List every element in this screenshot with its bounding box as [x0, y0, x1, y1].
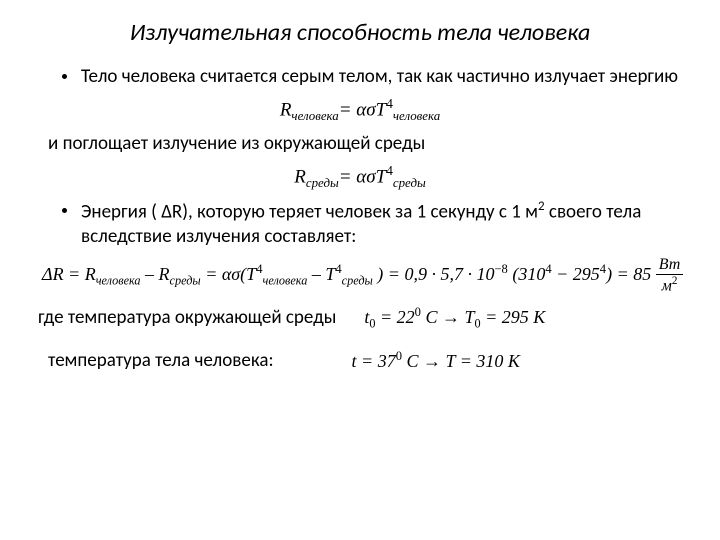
t0-b: = 22 — [376, 307, 415, 327]
f3-den-m: м — [662, 278, 672, 295]
f3-s3: человека — [262, 274, 307, 288]
bullet-dot-icon — [62, 74, 67, 79]
f2-sub: среды — [306, 175, 339, 190]
f3-s1: человека — [96, 274, 141, 288]
f3-s2: среды — [170, 274, 201, 288]
formula-human: Rчеловека= ασT4человека — [32, 96, 688, 124]
t1-a: t = 37 — [352, 351, 396, 371]
f3-d: – T — [307, 264, 335, 284]
f2-sub2: среды — [393, 175, 426, 190]
row-env-temp: где температура окружающей среды t0 = 22… — [32, 305, 688, 332]
f3-den-sup: 2 — [672, 275, 678, 287]
f3-g: − 295 — [552, 264, 600, 284]
formula-delta-r: ΔR = Rчеловека – Rсреды = ασ(T4человека … — [32, 257, 688, 294]
t0-d: = 295 K — [481, 307, 546, 327]
f3-c: = ασ(T — [201, 264, 256, 284]
f2-lhs: R — [294, 166, 306, 187]
f3-e: ) = 0,9 · 5,7 · 10 — [373, 264, 495, 284]
f2-sup: 4 — [386, 163, 393, 178]
row-body-temp: температура тела человека: t = 370 C → T… — [32, 349, 688, 372]
formula-t: t = 370 C → T = 310 K — [352, 349, 520, 372]
f1-lhs: R — [280, 99, 292, 120]
bullet-1-text: Тело человека считается серым телом, так… — [81, 65, 678, 90]
f1-sup: 4 — [386, 96, 393, 111]
f1-sub2: человека — [393, 108, 440, 123]
formula-t0: t0 = 220 C → T0 = 295 K — [364, 305, 545, 332]
f3-frac: Втм2 — [656, 257, 684, 294]
bullet-2-text: Энергия ( ΔR), которую теряет человек за… — [81, 199, 688, 250]
f3-a: ΔR = R — [42, 264, 96, 284]
f3-s4: среды — [342, 274, 373, 288]
bullet-2: Энергия ( ΔR), которую теряет человек за… — [32, 199, 688, 250]
slide-title: Излучательная способность тела человека — [32, 18, 688, 47]
f1-sub: человека — [291, 108, 338, 123]
bullet-1: Тело человека считается серым телом, так… — [32, 65, 688, 90]
bullet-2-m2: 2 — [538, 199, 545, 214]
f2-rhs: = ασT — [339, 166, 386, 187]
label-env-temp: где температура окружающей среды — [38, 306, 336, 329]
f3-b: – R — [141, 264, 170, 284]
formula-env: Rсреды= ασT4среды — [32, 163, 688, 191]
f3-num: Вт — [656, 257, 684, 275]
f3-f: (310 — [508, 264, 546, 284]
para-absorb: и поглощает излучение из окружающей сред… — [32, 132, 688, 157]
bullet-2a: Энергия ( ΔR), которую теряет человек за… — [81, 200, 538, 223]
t0-c: C → T — [421, 307, 475, 327]
f1-rhs: = ασT — [339, 99, 386, 120]
label-body-temp: температура тела человека: — [38, 349, 274, 372]
f3-p3: −8 — [494, 262, 507, 276]
t1-b: C → T = 310 K — [402, 351, 520, 371]
f3-h: ) = 85 — [606, 264, 656, 284]
f3-den: м2 — [656, 275, 684, 294]
bullet-dot-icon — [62, 208, 67, 213]
